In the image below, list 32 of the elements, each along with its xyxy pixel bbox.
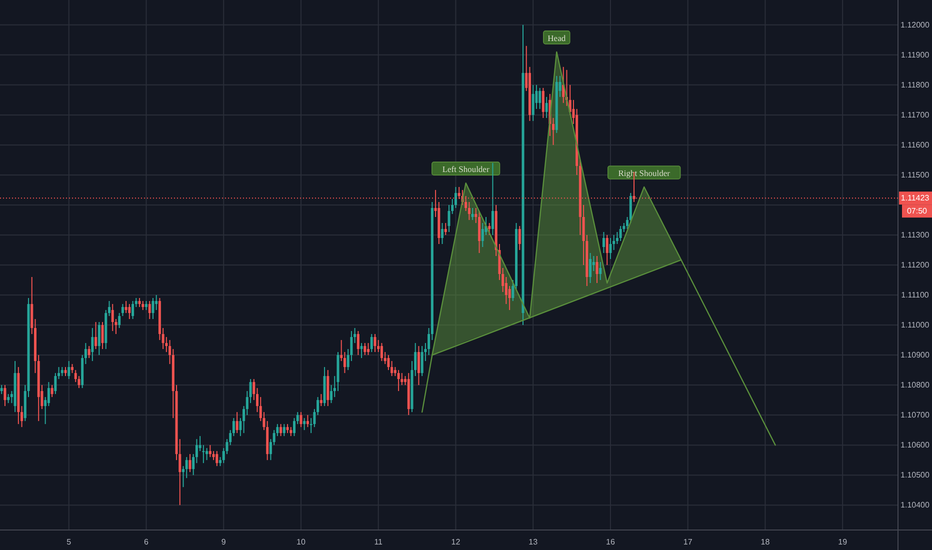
y-tick-label: 1.11500: [900, 170, 930, 180]
y-tick-label: 1.12000: [900, 20, 930, 30]
x-tick-label: 6: [144, 538, 150, 546]
text: 07:50: [906, 206, 928, 216]
x-tick-label: 17: [683, 538, 693, 546]
x-tick-label: 11: [374, 538, 384, 546]
x-tick-label: 5: [66, 538, 72, 546]
x-tick-label: 12: [451, 538, 461, 546]
y-tick-label: 1.11800: [900, 80, 930, 90]
annotation: Head: [548, 32, 566, 43]
y-tick-label: 1.10600: [900, 440, 930, 450]
y-tick-label: 1.11300: [900, 230, 930, 240]
annotation: Left Shoulder: [442, 164, 490, 174]
y-tick-label: 1.11900: [900, 50, 930, 60]
y-tick-label: 1.11200: [900, 260, 930, 270]
x-tick-label: 18: [760, 538, 770, 546]
x-tick-label: 10: [296, 538, 306, 546]
y-tick-label: 1.10500: [900, 470, 930, 480]
x-tick-label: 16: [606, 538, 616, 546]
y-tick-label: 1.11700: [900, 110, 930, 120]
y-tick-label: 1.11100: [901, 290, 930, 300]
x-tick-label: 9: [221, 538, 226, 546]
y-tick-label: 1.10900: [900, 350, 930, 360]
x-tick-label: 19: [838, 538, 848, 546]
annotation: Right Shoulder: [618, 168, 670, 178]
y-tick-label: 1.11000: [900, 320, 930, 330]
ref-line-label: 1.11423: [900, 194, 930, 203]
y-tick-label: 1.10800: [900, 380, 930, 390]
x-tick-label: 13: [528, 538, 538, 546]
y-tick-label: 1.10400: [900, 500, 930, 510]
y-tick-label: 1.11600: [900, 140, 930, 150]
y-tick-label: 1.10700: [900, 410, 930, 420]
